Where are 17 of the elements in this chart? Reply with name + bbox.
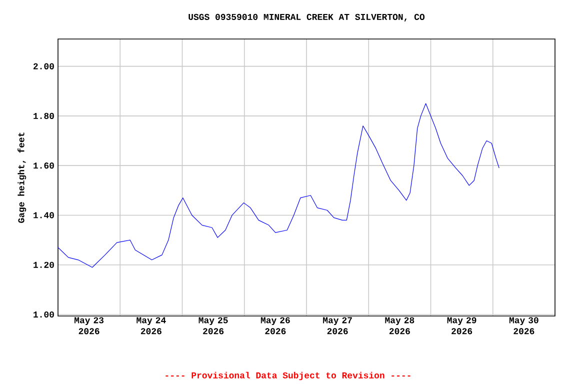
x-tick-label: May 23 2026 (74, 317, 104, 334)
y-tick-label: 1.40 (34, 212, 54, 218)
y-axis-title: Gage height, feet (18, 132, 26, 223)
x-tick-label: May 25 2026 (198, 317, 228, 334)
x-tick-label: May 30 2026 (509, 317, 538, 334)
x-tick-label: May 29 2026 (447, 317, 476, 334)
x-tick-label: May 28 2026 (385, 317, 414, 334)
text: ---- Provisional Data Subject to Revision ---- (166, 372, 410, 380)
y-tick-label: 1.80 (34, 112, 54, 119)
y-tick-label: 1.00 (34, 311, 54, 318)
y-tick-label: 2.00 (33, 63, 54, 70)
x-tick-label: May 27 2026 (323, 317, 352, 334)
y-tick-label: 1.20 (34, 262, 54, 268)
x-tick-label: May 26 2026 (260, 317, 290, 334)
x-tick-label: May 24 2026 (136, 317, 166, 334)
chart-title: USGS 09359010 MINERAL CREEK AT SILVERTON, CO (188, 14, 425, 22)
y-tick-label: 1.60 (34, 162, 54, 169)
